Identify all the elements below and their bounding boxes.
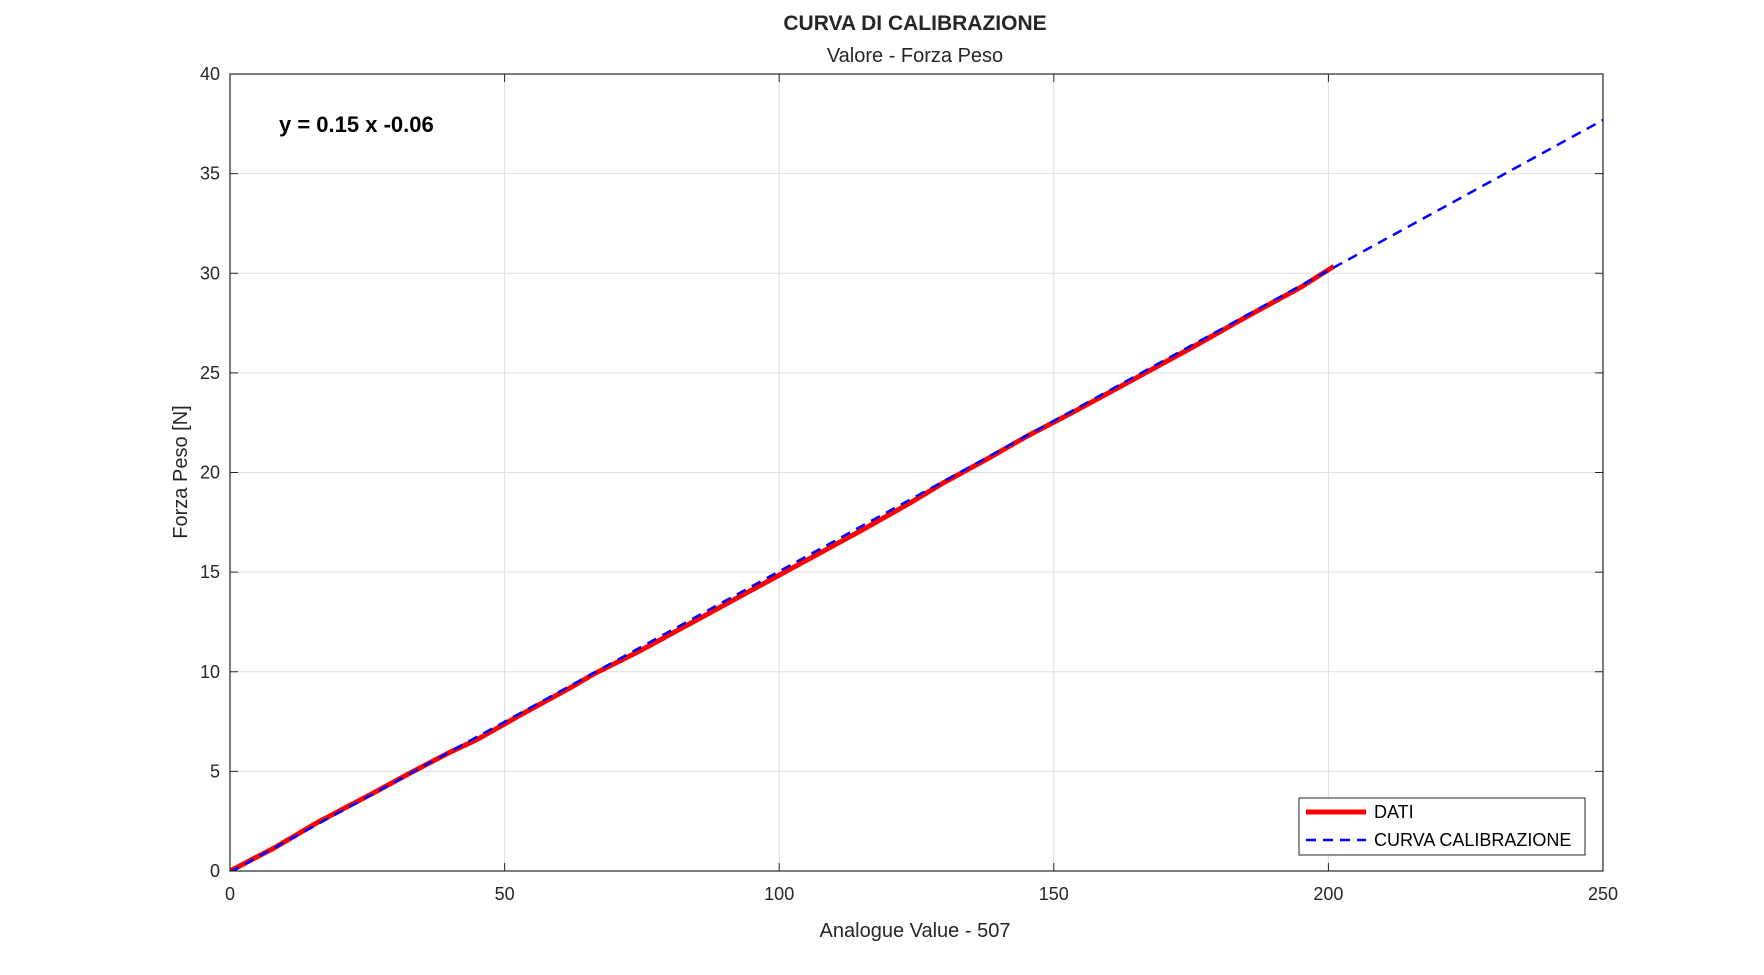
y-tick-label: 10 xyxy=(200,662,220,682)
x-axis-label: Analogue Value - 507 xyxy=(820,920,1011,942)
y-tick-label: 30 xyxy=(200,263,220,283)
fit-equation-annotation: y = 0.15 x -0.06 xyxy=(279,112,434,137)
x-tick-label: 250 xyxy=(1588,884,1618,904)
x-tick-label: 50 xyxy=(495,884,515,904)
chart-title: CURVA DI CALIBRAZIONE xyxy=(783,12,1046,35)
chart-subtitle: Valore - Forza Peso xyxy=(827,45,1003,67)
x-tick-label: 0 xyxy=(225,884,235,904)
grid-lines xyxy=(230,74,1603,871)
y-axis-label: Forza Peso [N] xyxy=(170,405,192,538)
x-tick-label: 150 xyxy=(1039,884,1069,904)
y-tick-label: 5 xyxy=(210,761,220,781)
legend-label-dati: DATI xyxy=(1374,802,1414,822)
series-line-curva-calibrazione xyxy=(230,118,1603,871)
legend-label-curva-calibrazione: CURVA CALIBRAZIONE xyxy=(1374,830,1571,850)
axis-ticks: 0 50 100 150 200 250 0 5 10 15 20 25 30 35 40 xyxy=(200,64,1618,904)
y-tick-label: 0 xyxy=(210,861,220,881)
y-tick-label: 15 xyxy=(200,562,220,582)
y-tick-label: 35 xyxy=(200,164,220,184)
y-tick-label: 25 xyxy=(200,363,220,383)
y-tick-label: 40 xyxy=(200,64,220,84)
y-tick-label: 20 xyxy=(200,463,220,483)
x-tick-label: 100 xyxy=(764,884,794,904)
x-tick-label: 200 xyxy=(1313,884,1343,904)
legend: DATI CURVA CALIBRAZIONE xyxy=(1298,797,1586,856)
series-layer xyxy=(230,118,1603,871)
legend-box xyxy=(1298,797,1586,856)
